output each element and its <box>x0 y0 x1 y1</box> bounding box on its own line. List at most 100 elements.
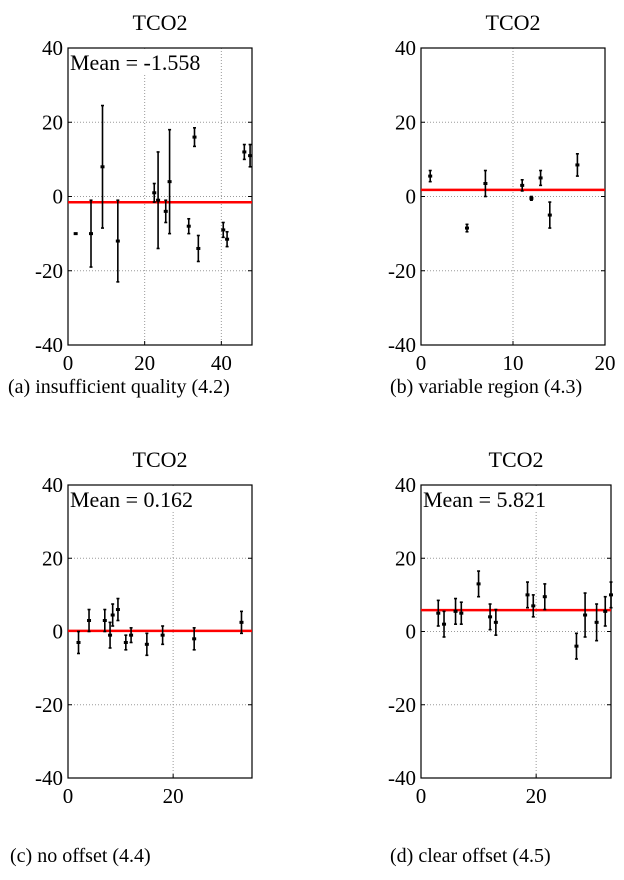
point-marker <box>442 622 447 626</box>
point-marker <box>144 642 149 646</box>
point-marker <box>163 209 168 213</box>
y-tick-label: -40 <box>388 766 416 790</box>
y-tick-label: 20 <box>395 546 416 570</box>
data-point-6 <box>123 634 128 651</box>
data-point-2 <box>483 169 488 198</box>
point-marker <box>221 228 226 232</box>
x-tick-label: 0 <box>63 784 74 808</box>
point-marker <box>542 595 547 599</box>
point-marker <box>186 224 191 228</box>
point-marker <box>459 611 464 615</box>
point-marker <box>239 620 244 624</box>
mean-label-background <box>422 487 547 512</box>
point-marker <box>547 213 552 217</box>
mean-label: Mean = 0.162 <box>70 487 193 512</box>
point-marker <box>115 608 120 612</box>
x-tick-label: 0 <box>416 351 427 375</box>
mean-label-background <box>69 487 194 512</box>
point-marker <box>76 640 81 644</box>
data-point-8 <box>186 217 191 235</box>
data-point-14 <box>609 581 613 609</box>
point-marker <box>123 640 128 644</box>
data-point-13 <box>242 143 247 161</box>
point-marker <box>248 154 253 158</box>
point-marker <box>465 226 469 230</box>
data-point-4 <box>529 195 534 202</box>
point-marker <box>156 198 161 202</box>
data-point-11 <box>221 221 226 239</box>
point-marker <box>574 644 579 648</box>
y-tick-label: -40 <box>388 333 416 357</box>
data-point-11 <box>239 610 244 635</box>
data-point-1 <box>442 610 447 638</box>
panel-caption: (a) insufficient quality (4.2) <box>8 376 230 398</box>
y-tick-label: 0 <box>406 620 417 644</box>
x-tick-label: 40 <box>211 351 232 375</box>
panel-caption: (d) clear offset (4.5) <box>390 845 551 867</box>
point-marker <box>110 613 115 617</box>
mean-label: Mean = -1.558 <box>70 50 200 75</box>
data-point-3 <box>115 199 120 283</box>
point-marker <box>152 191 157 195</box>
point-marker <box>525 593 530 597</box>
data-point-13 <box>603 595 608 627</box>
data-point-3 <box>459 601 464 625</box>
y-tick-label: 40 <box>395 473 416 497</box>
x-tick-label: 0 <box>63 351 74 375</box>
y-tick-label: 40 <box>42 36 63 60</box>
data-point-8 <box>531 594 536 618</box>
point-marker <box>594 620 599 624</box>
data-point-0 <box>76 630 81 655</box>
data-point-2 <box>100 104 105 229</box>
point-marker <box>428 174 433 178</box>
data-point-3 <box>520 178 525 192</box>
point-marker <box>529 196 534 200</box>
data-point-12 <box>225 230 230 248</box>
data-point-6 <box>493 608 498 636</box>
y-tick-label: 0 <box>406 185 417 209</box>
data-point-9 <box>192 127 197 148</box>
data-point-7 <box>129 627 134 644</box>
data-point-4 <box>152 182 157 203</box>
point-marker <box>192 135 197 139</box>
point-marker <box>453 609 458 613</box>
y-tick-label: 20 <box>395 110 416 134</box>
point-marker <box>520 183 525 187</box>
data-point-10 <box>196 234 201 263</box>
point-marker <box>476 582 481 586</box>
x-tick-label: 20 <box>163 784 184 808</box>
point-marker <box>488 615 493 619</box>
point-marker <box>192 637 197 641</box>
y-tick-label: 20 <box>42 546 63 570</box>
x-tick-label: 20 <box>526 784 547 808</box>
data-point-7 <box>525 581 530 609</box>
data-point-5 <box>115 597 120 622</box>
data-point-9 <box>160 625 165 646</box>
mean-label-background <box>69 50 202 75</box>
point-marker <box>115 239 120 243</box>
point-marker <box>73 232 78 236</box>
data-point-5 <box>538 169 543 187</box>
point-marker <box>436 611 441 615</box>
chart-title: TCO2 <box>489 447 544 472</box>
y-tick-label: -20 <box>35 693 63 717</box>
point-marker <box>108 633 113 637</box>
point-marker <box>483 182 488 186</box>
y-tick-label: 20 <box>42 110 63 134</box>
point-marker <box>160 633 165 637</box>
chart-title: TCO2 <box>133 10 188 35</box>
chart-title: TCO2 <box>486 10 541 35</box>
y-tick-label: 40 <box>395 36 416 60</box>
data-point-0 <box>436 599 441 627</box>
point-marker <box>242 150 247 154</box>
x-tick-label: 20 <box>134 351 155 375</box>
point-marker <box>493 620 498 624</box>
point-marker <box>583 613 588 617</box>
y-tick-label: -20 <box>388 693 416 717</box>
